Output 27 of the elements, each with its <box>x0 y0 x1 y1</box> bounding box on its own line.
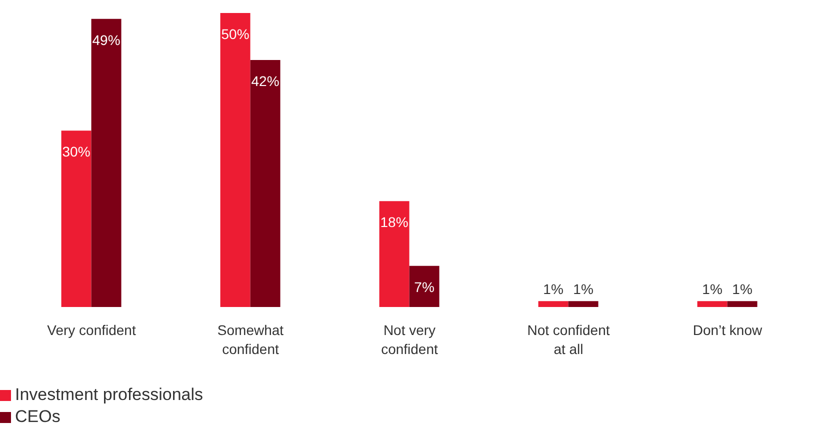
bar <box>220 13 250 307</box>
bar <box>61 130 92 307</box>
bar <box>538 301 568 307</box>
data-label: 18% <box>380 214 408 230</box>
bar <box>568 301 598 307</box>
bar <box>409 266 440 307</box>
data-label: 1% <box>543 281 564 298</box>
data-label: 30% <box>62 144 90 160</box>
bar <box>379 201 410 307</box>
data-label: 50% <box>221 26 250 42</box>
x-tick-label: Not very confident <box>381 322 438 357</box>
legend-label: Investment professionals <box>15 384 204 406</box>
data-label: 49% <box>92 32 120 48</box>
data-label: 42% <box>251 73 280 90</box>
bar <box>91 18 122 307</box>
data-label: 1% <box>573 281 594 298</box>
x-tick-label: Not confident at all <box>527 322 610 357</box>
x-tick-label: Very confident <box>47 322 136 338</box>
data-label: 1% <box>702 281 722 298</box>
x-tick-label: Don’t know <box>692 322 764 338</box>
bar <box>250 60 280 307</box>
bar <box>697 301 728 307</box>
legend-label: CEOs <box>15 406 60 427</box>
bar <box>727 301 758 307</box>
x-tick-label: Somewhat confident <box>217 322 284 357</box>
data-label: 1% <box>732 281 752 298</box>
data-label: 7% <box>414 278 434 295</box>
